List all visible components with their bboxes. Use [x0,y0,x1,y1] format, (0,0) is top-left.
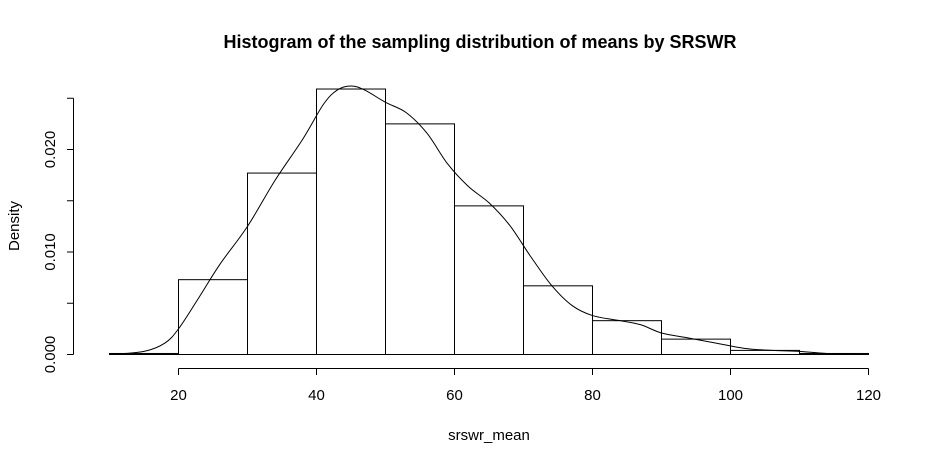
histogram-bar-2 [247,172,317,355]
chart-title: Histogram of the sampling distribution o… [223,32,736,52]
y-tick-label-1: 0.010 [42,233,59,271]
x-axis: 20 40 60 80 100 120 [170,368,881,404]
y-axis-label: Density [6,200,23,251]
x-tick-label-2: 60 [446,387,463,404]
x-tick-label-0: 20 [170,387,187,404]
histogram-bar-3 [316,88,386,356]
x-tick-label-5: 120 [856,387,881,404]
y-tick-label-2: 0.020 [42,131,59,169]
histogram-bars [109,88,869,356]
histogram-bar-6 [523,285,593,356]
x-tick-label-4: 100 [718,387,743,404]
y-tick-label-0: 0.000 [42,336,59,374]
histogram-bar-7 [592,320,662,355]
x-tick-label-1: 40 [308,387,325,404]
histogram-bar-5 [454,205,524,355]
x-tick-label-3: 80 [584,387,601,404]
y-axis: 0.000 0.010 0.020 [42,97,74,374]
density-curve [109,85,869,355]
histogram-bar-8 [661,338,731,355]
histogram-bar-1 [178,279,248,355]
x-axis-label: srswr_mean [448,427,530,444]
